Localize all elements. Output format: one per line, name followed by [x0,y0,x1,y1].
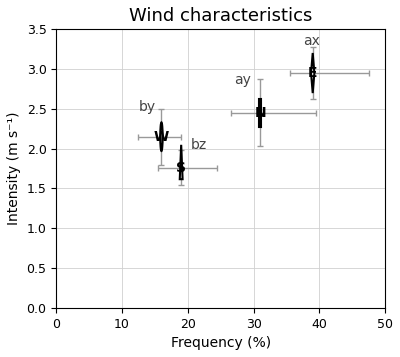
Text: W: W [154,130,169,144]
X-axis label: Frequency (%): Frequency (%) [170,336,271,350]
Polygon shape [180,145,182,179]
Text: N: N [254,106,266,120]
Polygon shape [311,53,314,93]
Text: bz: bz [191,138,207,152]
Text: ay: ay [234,74,251,87]
Text: S: S [176,161,186,175]
Title: Wind characteristics: Wind characteristics [129,7,312,25]
Text: by: by [138,100,156,115]
Text: E: E [308,66,318,80]
Circle shape [160,122,163,151]
Y-axis label: Intensity (m s⁻¹): Intensity (m s⁻¹) [7,112,21,225]
FancyBboxPatch shape [259,99,261,127]
Text: ax: ax [303,34,320,47]
